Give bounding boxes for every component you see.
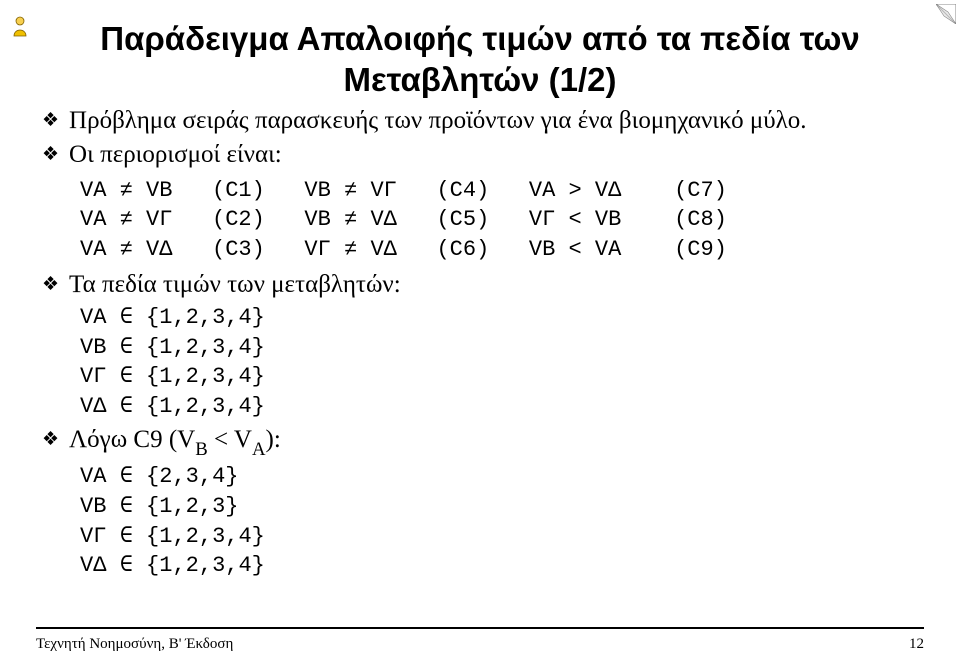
slide-body: ❖ Πρόβλημα σειράς παρασκευής των προϊόντ… xyxy=(40,105,920,581)
footer-text: Τεχνητή Νοημοσύνη, Β' Έκδοση xyxy=(36,636,233,653)
domains-block-2: VΑ ∈ {2,3,4} VΒ ∈ {1,2,3} VΓ ∈ {1,2,3,4}… xyxy=(80,462,920,581)
title-line-2: Μεταβλητών (1/2) xyxy=(344,61,617,98)
paragraph-c9: Λόγω C9 (VB < VA): xyxy=(69,424,281,460)
bullet-item: ❖ Πρόβλημα σειράς παρασκευής των προϊόντ… xyxy=(42,105,920,138)
paragraph-constraints-intro: Οι περιορισμοί είναι: xyxy=(69,139,282,172)
page-corner-icon xyxy=(936,4,956,24)
paragraph-domains-intro: Τα πεδία τιμών των μεταβλητών: xyxy=(69,269,401,302)
c9-before: Λόγω C9 (V xyxy=(69,426,195,453)
footer-page-number: 12 xyxy=(909,636,924,653)
diamond-bullet-icon: ❖ xyxy=(42,107,59,135)
slide: Παράδειγμα Απαλοιφής τιμών από τα πεδία … xyxy=(0,0,960,669)
diamond-bullet-icon: ❖ xyxy=(42,271,59,299)
c9-after: ): xyxy=(266,426,281,453)
slide-icon xyxy=(8,14,32,38)
c9-sub-b: B xyxy=(195,439,208,460)
constraints-block: VΑ ≠ VΒ (C1) VΒ ≠ VΓ (C4) VΑ > VΔ (C7) V… xyxy=(80,176,920,265)
slide-title: Παράδειγμα Απαλοιφής τιμών από τα πεδία … xyxy=(40,18,920,101)
domains-block-1: VΑ ∈ {1,2,3,4} VΒ ∈ {1,2,3,4} VΓ ∈ {1,2,… xyxy=(80,303,920,422)
footer-divider xyxy=(36,627,924,629)
paragraph-problem: Πρόβλημα σειράς παρασκευής των προϊόντων… xyxy=(69,105,806,138)
diamond-bullet-icon: ❖ xyxy=(42,141,59,169)
title-line-1: Παράδειγμα Απαλοιφής τιμών από τα πεδία … xyxy=(100,20,860,57)
bullet-item: ❖ Οι περιορισμοί είναι: xyxy=(42,139,920,172)
c9-mid: < V xyxy=(208,426,252,453)
c9-sub-a: A xyxy=(252,439,266,460)
bullet-item: ❖ Τα πεδία τιμών των μεταβλητών: xyxy=(42,269,920,302)
diamond-bullet-icon: ❖ xyxy=(42,426,59,454)
bullet-item: ❖ Λόγω C9 (VB < VA): xyxy=(42,424,920,460)
